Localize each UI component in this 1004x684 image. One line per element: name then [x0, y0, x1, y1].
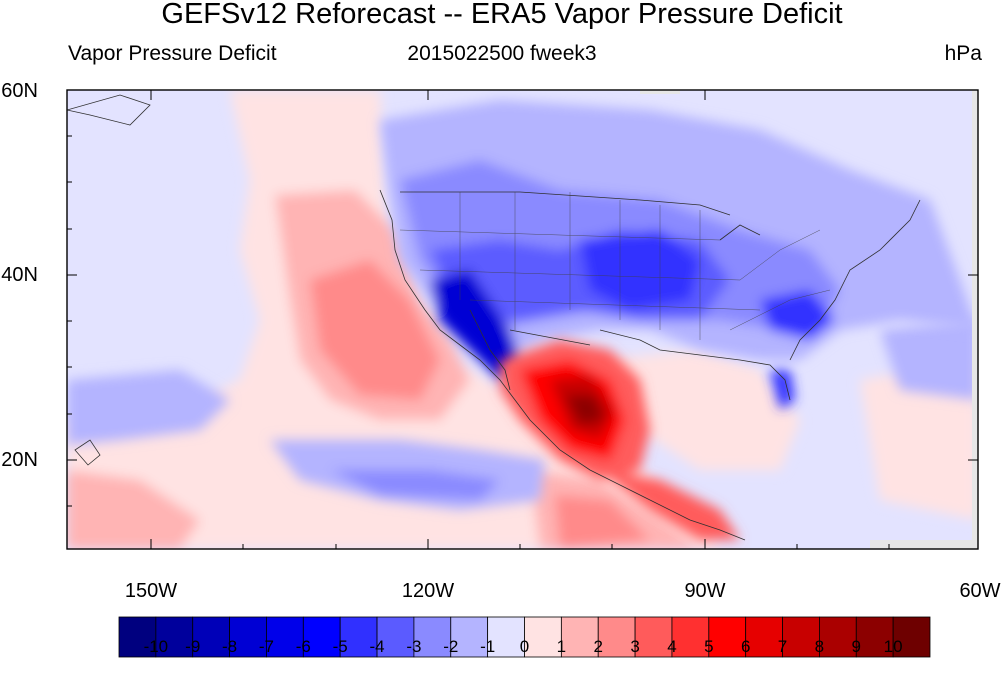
missing-data-patches	[640, 90, 978, 549]
colorbar-label: -9	[185, 637, 201, 656]
colorbar-label: -10	[143, 637, 169, 656]
state-borders	[399, 192, 831, 340]
colorbar-label: -6	[295, 637, 311, 656]
colorbar	[118, 616, 931, 658]
lat-label-60n: 60N	[1, 80, 38, 102]
colorbar-box	[339, 616, 378, 658]
lon-label-120w: 120W	[401, 580, 455, 602]
colorbar-label: -1	[480, 637, 496, 656]
axis-ticks	[67, 89, 978, 549]
colorbar-box	[487, 616, 525, 658]
colorbar-label: -3	[406, 637, 422, 656]
units-label: hPa	[944, 42, 982, 65]
variable-label: Vapor Pressure Deficit	[68, 42, 277, 65]
colorbar-box	[819, 616, 857, 658]
colorbar-label: -2	[443, 637, 459, 656]
colorbar-label: 5	[704, 637, 714, 656]
colorbar-box	[597, 616, 636, 658]
colorbar-label: 9	[851, 637, 861, 656]
colorbar-box	[192, 616, 230, 658]
colorbar-box	[229, 616, 267, 658]
map-title: GEFSv12 Reforecast -- ERA5 Vapor Pressur…	[161, 0, 843, 30]
colorbar-box	[450, 616, 489, 658]
lon-label-150w: 150W	[124, 580, 178, 602]
colorbar-box	[892, 616, 931, 658]
coastlines	[67, 94, 921, 541]
colorbar-label: 2	[593, 637, 603, 656]
colorbar-box	[782, 616, 820, 658]
lon-label-90w: 90W	[684, 580, 726, 602]
colorbar-box	[634, 616, 673, 658]
colorbar-label: 0	[519, 637, 530, 656]
colorbar-label: 10	[883, 637, 903, 656]
colorbar-box	[302, 616, 341, 658]
colorbar-label: 6	[740, 637, 751, 656]
colorbar-box	[855, 616, 894, 658]
colorbar-label: -7	[258, 637, 275, 656]
colorbar-label: -5	[332, 637, 348, 656]
colorbar-label: -4	[369, 637, 385, 656]
map-frame	[66, 89, 979, 550]
date-label: 2015022500 fweek3	[407, 42, 597, 65]
colorbar-box	[671, 616, 710, 658]
colorbar-label: 7	[777, 637, 788, 656]
colorbar-box	[413, 616, 452, 658]
colorbar-box	[708, 616, 747, 658]
lat-label-20n: 20N	[1, 449, 38, 471]
colorbar-label: 4	[667, 637, 677, 656]
colorbar-box	[560, 616, 599, 658]
colorbar-label: 3	[630, 637, 640, 656]
colorbar-label: 1	[556, 637, 567, 656]
colorbar-box	[266, 616, 304, 658]
colorbar-box	[524, 616, 562, 658]
lon-label-60w: 60W	[959, 580, 1001, 602]
colorbar-label: -8	[222, 637, 238, 656]
vpd-field	[67, 90, 978, 549]
colorbar-label: 8	[814, 637, 825, 656]
lat-label-40n: 40N	[1, 264, 38, 286]
